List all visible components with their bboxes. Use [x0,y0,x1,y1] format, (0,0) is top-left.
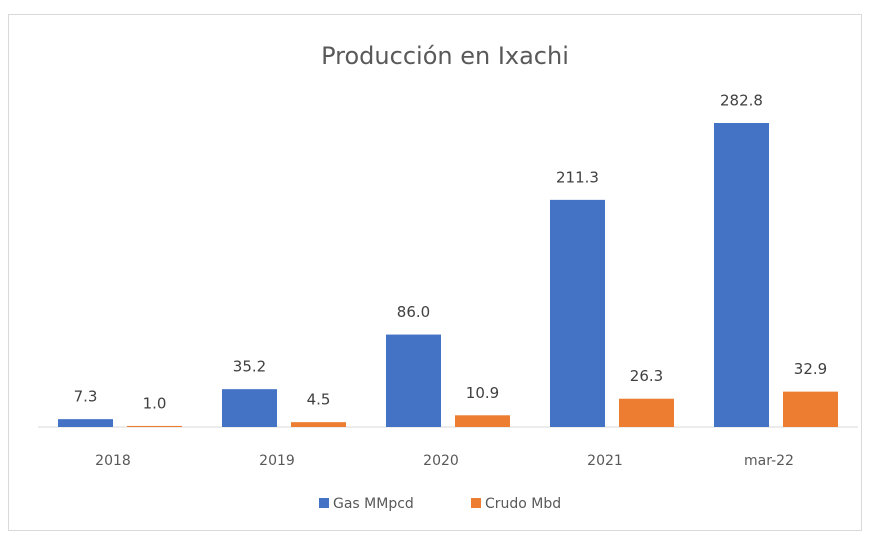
x-tick-label: 2019 [259,453,295,469]
data-label: 282.8 [720,92,763,110]
data-label: 26.3 [630,367,663,385]
x-tick-label: 2018 [95,453,131,469]
data-label: 10.9 [466,384,499,402]
legend-label: Gas MMpcd [333,496,414,512]
data-label: 32.9 [794,360,827,378]
data-label: 1.0 [143,394,167,412]
bar [714,123,769,427]
data-label: 211.3 [556,168,599,186]
bar [222,389,277,427]
data-label: 4.5 [307,391,331,409]
bar [127,425,182,427]
data-label: 7.3 [74,388,98,406]
x-tick-label: 2020 [423,453,459,469]
data-label: 86.0 [397,303,430,321]
bar [619,398,674,427]
x-tick-label: mar-22 [744,453,794,469]
legend-swatch [319,498,329,508]
bar [455,415,510,427]
bar [550,199,605,427]
legend-swatch [471,498,481,508]
bar [291,422,346,427]
bar [783,391,838,427]
x-tick-label: 2021 [587,453,623,469]
chart-title: Producción en Ixachi [321,42,569,70]
bar [58,419,113,427]
legend-label: Crudo Mbd [485,496,561,512]
data-label: 35.2 [233,358,266,376]
bar [386,334,441,427]
